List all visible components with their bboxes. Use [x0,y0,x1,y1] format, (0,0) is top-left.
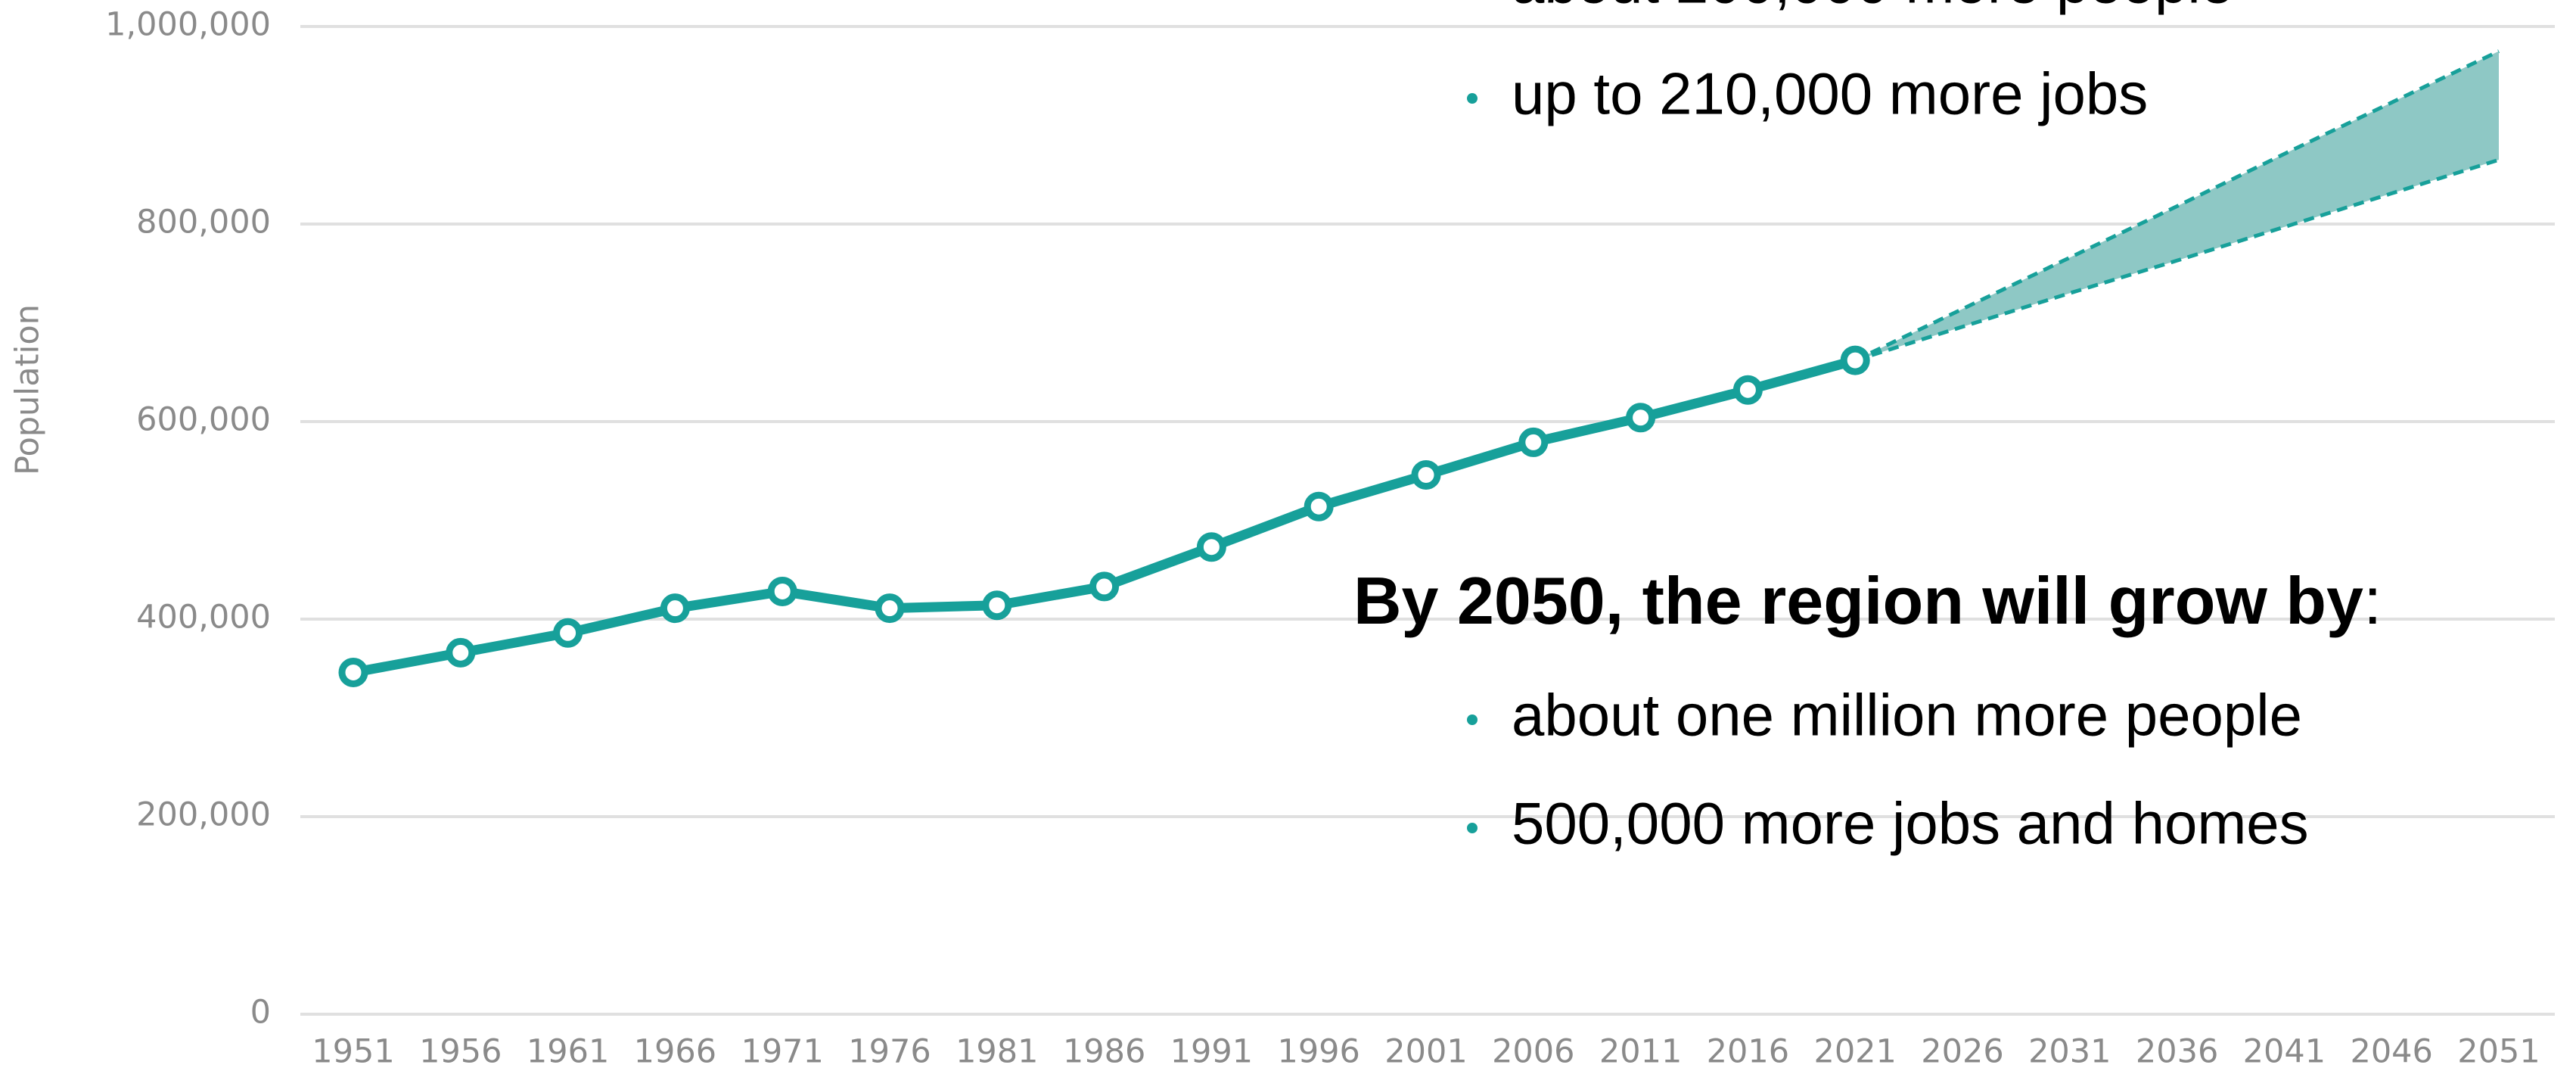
annotation-bullet: about 200,000 more people [1512,0,2233,16]
point [1840,345,1870,375]
x-tick-label: 1991 [1170,1033,1253,1071]
point [1732,375,1763,405]
point [660,593,690,624]
x-tick-label: 1971 [741,1033,823,1071]
x-tick-label: 1976 [848,1033,931,1071]
x-tick-label: 2026 [1921,1033,2003,1071]
point [553,618,583,648]
x-tick-label: 2011 [1599,1033,1682,1071]
point [875,593,905,624]
y-axis-label: Population [9,304,47,475]
x-tick-label: 2001 [1384,1033,1467,1071]
x-tick-label: 1951 [312,1033,394,1071]
annotation-bullet: about one million more people [1512,682,2302,749]
y-tick-label: 400,000 [136,599,271,637]
x-tick-label: 1956 [419,1033,502,1071]
x-tick-label: 1961 [527,1033,609,1071]
x-tick-label: 1981 [956,1033,1038,1071]
y-tick-label: 1,000,000 [105,6,271,44]
bullet-dot [1467,93,1478,104]
point [1411,459,1441,490]
x-tick-label: 2046 [2350,1033,2432,1071]
x-tick-label: 1996 [1277,1033,1359,1071]
annotation-headline: By 2050, the region will grow by: [1353,563,2382,638]
y-tick-label: 600,000 [136,401,271,439]
y-tick-label: 0 [250,994,271,1032]
projection-low [1854,157,2500,363]
headline-bold: By 2050, the region will grow by [1353,563,2363,638]
x-tick-label: 2041 [2243,1033,2326,1071]
point [338,657,368,687]
x-tick-label: 2006 [1492,1033,1574,1071]
annotation-bullet: 500,000 more jobs and homes [1512,790,2309,857]
x-tick-label: 2036 [2136,1033,2218,1071]
projection-band [1855,51,2499,361]
point [446,637,476,668]
x-tick-label: 1966 [634,1033,716,1071]
x-tick-label: 2021 [1813,1033,1896,1071]
point [767,576,797,606]
point [1089,571,1120,602]
annotation-bullet: up to 210,000 more jobs [1512,61,2148,127]
x-tick-label: 1986 [1063,1033,1145,1071]
projection-high [1854,49,2500,363]
point [1518,427,1549,457]
y-tick-label: 800,000 [136,204,271,241]
point [1196,532,1226,562]
y-tick-label: 200,000 [136,796,271,834]
x-tick-label: 2051 [2457,1033,2540,1071]
headline-rest: : [2363,563,2382,638]
x-tick-label: 2031 [2028,1033,2111,1071]
bullet-dot [1467,823,1478,833]
point [982,590,1012,621]
point [1626,403,1656,433]
x-tick-label: 2016 [1707,1033,1789,1071]
bullet-dot [1467,714,1478,725]
point [1304,491,1334,521]
